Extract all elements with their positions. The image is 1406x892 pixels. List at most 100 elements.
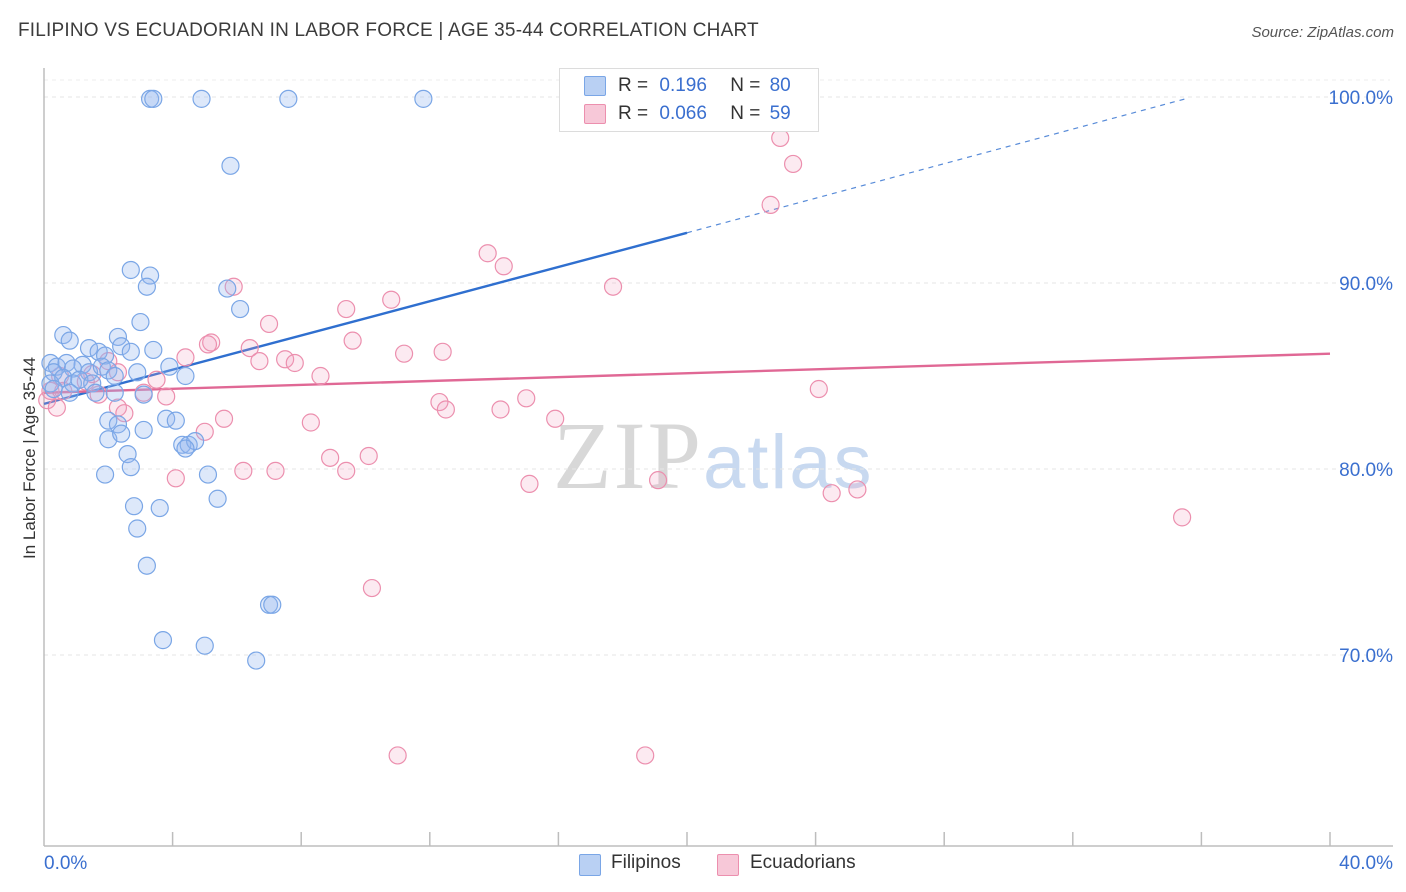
point-filipinos xyxy=(124,497,144,516)
chart-title: FILIPINO VS ECUADORIAN IN LABOR FORCE | … xyxy=(18,20,759,41)
point-filipinos xyxy=(60,331,79,350)
x-tick-label: 0.0% xyxy=(44,853,87,874)
point-filipinos xyxy=(128,519,147,538)
point-ecuadorians xyxy=(147,370,166,389)
point-ecuadorians xyxy=(266,461,285,480)
filipinos-swatch xyxy=(584,76,606,96)
watermark: ZIPatlas xyxy=(553,402,874,509)
y-tick-label: 70.0% xyxy=(1339,646,1393,667)
point-ecuadorians xyxy=(285,353,304,373)
filipinos-legend-swatch xyxy=(579,854,601,876)
point-filipinos xyxy=(121,260,140,280)
point-filipinos xyxy=(99,411,118,430)
point-ecuadorians xyxy=(430,392,449,412)
trend-lines xyxy=(43,98,1331,406)
point-filipinos xyxy=(166,411,185,430)
point-ecuadorians xyxy=(517,389,536,408)
gridlines xyxy=(44,79,1390,656)
point-ecuadorians xyxy=(321,448,340,467)
point-filipinos xyxy=(186,432,205,451)
point-filipinos xyxy=(218,279,237,298)
correlation-legend: R = 0.196 N = 80 R = 0.066 N = 59 xyxy=(559,68,819,132)
point-ecuadorians xyxy=(202,333,221,352)
point-filipinos xyxy=(198,465,218,484)
point-ecuadorians xyxy=(761,195,780,214)
point-ecuadorians xyxy=(195,422,214,441)
point-filipinos xyxy=(112,337,131,356)
filipinos-r-value: 0.196 xyxy=(659,75,707,96)
ecuadorians-legend-swatch xyxy=(717,854,739,876)
y-tick-label: 90.0% xyxy=(1339,274,1393,295)
point-filipinos xyxy=(44,379,63,399)
filipinos-legend-label: Filipinos xyxy=(611,852,681,873)
point-filipinos xyxy=(160,357,179,376)
point-filipinos xyxy=(95,465,115,484)
point-ecuadorians xyxy=(198,335,218,354)
filipinos-n-value: 80 xyxy=(769,75,791,96)
point-ecuadorians xyxy=(176,348,195,367)
point-ecuadorians xyxy=(494,257,513,276)
point-filipinos xyxy=(86,383,105,402)
point-ecuadorians xyxy=(603,277,623,296)
point-ecuadorians xyxy=(822,484,841,503)
point-ecuadorians xyxy=(47,398,66,417)
point-ecuadorians xyxy=(636,746,655,765)
point-filipinos xyxy=(279,89,298,108)
point-filipinos xyxy=(73,355,92,374)
point-ecuadorians xyxy=(276,350,295,369)
point-filipinos xyxy=(144,340,163,360)
point-ecuadorians xyxy=(491,400,510,419)
point-filipinos xyxy=(153,631,173,650)
point-filipinos xyxy=(112,424,131,443)
point-ecuadorians xyxy=(214,409,234,428)
ecuadorians-legend-label: Ecuadorians xyxy=(750,852,856,873)
point-ecuadorians xyxy=(382,290,401,309)
point-ecuadorians xyxy=(520,474,539,493)
point-ecuadorians xyxy=(388,746,407,765)
point-filipinos xyxy=(79,339,99,358)
point-ecuadorians xyxy=(809,379,828,399)
ecuadorians-r-value: 0.066 xyxy=(659,103,707,124)
point-ecuadorians xyxy=(240,339,259,358)
point-filipinos xyxy=(176,366,195,386)
point-filipinos xyxy=(192,89,211,108)
point-ecuadorians xyxy=(394,344,414,363)
point-ecuadorians xyxy=(157,387,176,406)
point-filipinos xyxy=(105,383,124,402)
point-filipinos xyxy=(134,420,153,440)
point-ecuadorians xyxy=(433,342,452,361)
y-tick-label: 80.0% xyxy=(1339,460,1393,481)
point-filipinos xyxy=(105,366,124,386)
data-points xyxy=(38,89,1192,765)
axes xyxy=(43,68,1393,847)
point-ecuadorians xyxy=(301,413,320,432)
trend-line-extension-filipinos xyxy=(686,98,1186,234)
y-tick-label: 100.0% xyxy=(1329,88,1394,109)
point-filipinos xyxy=(176,439,195,458)
point-ecuadorians xyxy=(311,366,330,386)
point-filipinos xyxy=(121,458,140,477)
point-ecuadorians xyxy=(337,461,356,480)
point-ecuadorians xyxy=(848,480,867,499)
point-filipinos xyxy=(247,651,266,670)
point-filipinos xyxy=(144,89,163,108)
point-ecuadorians xyxy=(89,385,108,404)
point-ecuadorians xyxy=(1173,508,1192,527)
point-filipinos xyxy=(128,363,147,382)
point-filipinos xyxy=(208,489,227,508)
trend-line-filipinos xyxy=(43,231,688,406)
point-ecuadorians xyxy=(343,331,362,350)
point-filipinos xyxy=(231,299,250,319)
point-filipinos xyxy=(137,556,156,575)
point-ecuadorians xyxy=(259,314,279,334)
trend-line-ecuadorians xyxy=(43,352,1331,394)
point-filipinos xyxy=(47,357,66,376)
ecuadorians-n-value: 59 xyxy=(769,103,791,124)
point-filipinos xyxy=(131,312,150,332)
point-filipinos xyxy=(95,346,115,365)
point-filipinos xyxy=(121,342,140,361)
point-ecuadorians xyxy=(224,277,243,296)
point-ecuadorians xyxy=(359,446,378,466)
point-ecuadorians xyxy=(783,154,803,174)
